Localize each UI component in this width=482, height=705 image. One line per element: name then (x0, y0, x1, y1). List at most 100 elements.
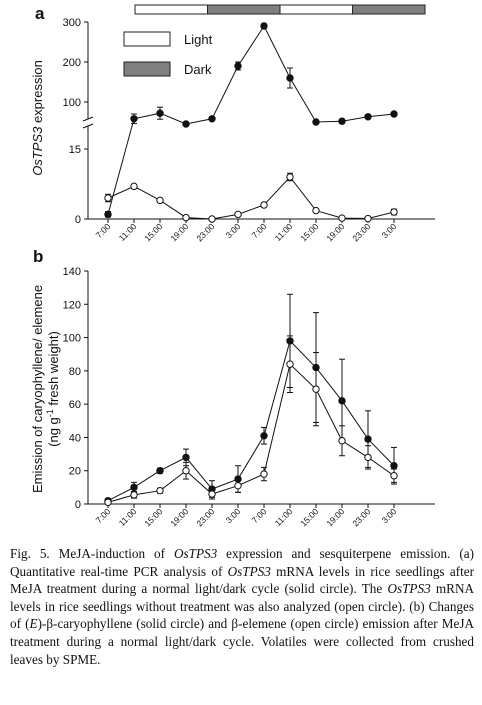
axis-break-mark (82, 123, 94, 129)
panel-a-data-point-filled (286, 74, 294, 82)
panel-b-data-point-open (130, 491, 138, 499)
panel-b-data-point-filled (364, 435, 372, 443)
y-tick-label: 20 (69, 466, 81, 478)
panel-a-data-point-filled (208, 115, 216, 123)
axis-break-mark (82, 116, 94, 122)
y-tick-label: 40 (69, 432, 81, 444)
panel-a-data-point-open (208, 215, 216, 223)
panel-b-data-point-open (156, 486, 164, 495)
y-tick-label: 0 (75, 499, 81, 511)
x-tick-label: 19:00 (324, 221, 346, 243)
panel-b-data-point-open (286, 360, 294, 368)
panel-b-data-point-open (104, 498, 112, 507)
panel-a-data-point-open (234, 210, 242, 219)
caption-gene-name: OsTPS3 (227, 563, 271, 579)
caption-text: Fig. 5. MeJA-induction of (10, 546, 174, 561)
x-tick-label: 7:00 (94, 221, 113, 240)
panel-a-data-point-open (390, 208, 398, 216)
light-dark-bar-dark (207, 4, 281, 15)
x-tick-label: 23:00 (350, 221, 372, 243)
y-tick-label: 0 (75, 214, 81, 226)
x-tick-label: 15:00 (298, 221, 320, 243)
panel-a-data-point-filled (130, 115, 138, 123)
y-tick-label: 140 (63, 266, 81, 278)
caption-gene-name: OsTPS3 (387, 581, 431, 597)
panel-b-data-point-filled (338, 397, 346, 405)
panel-a-data-point-open (182, 213, 190, 222)
x-tick-label: 7:00 (250, 506, 269, 525)
panel-b-data-point-open (234, 481, 242, 490)
panel-a-data-point-open (156, 196, 164, 205)
panel-b-data-point-filled (182, 453, 190, 462)
y-axis-label-gene: OsTPS3 (30, 126, 45, 176)
x-tick-label: 11:00 (117, 506, 139, 528)
panel-b-data-point-open (364, 453, 372, 462)
caption-text: mRNA levels in rice seedlings after MeJA… (10, 563, 474, 597)
panel-b-y-axis-label-line1: Emission of caryophyllene/ elemene (30, 285, 45, 493)
x-tick-label: 23:00 (194, 221, 216, 243)
y-tick-label: 15 (69, 144, 81, 156)
y-axis-label-text: fresh weight) (46, 331, 61, 409)
light-dark-bar-light (279, 4, 353, 15)
x-tick-label: 3:00 (380, 506, 399, 525)
panel-a-data-point-open (312, 206, 320, 215)
panel-a-data-point-filled (234, 62, 242, 70)
panel-b-data-point-open (312, 385, 320, 393)
panel-b-y-axis-label-line2: (ng g-1 fresh weight) (45, 331, 61, 447)
x-tick-label: 7:00 (250, 221, 269, 240)
y-axis-label-superscript: -1 (45, 409, 55, 417)
caption-text: mRNA levels in rice seedlings without tr… (10, 581, 474, 632)
x-tick-label: 15:00 (298, 506, 320, 528)
x-tick-label: 3:00 (380, 221, 399, 240)
x-tick-label: 23:00 (350, 506, 372, 528)
panel-b-series-line-open (107, 363, 395, 503)
x-tick-label: 23:00 (194, 506, 216, 528)
x-tick-label: 19:00 (324, 506, 346, 528)
caption-text: )-β-caryophyllene (solid circle) and β-e… (10, 616, 474, 667)
panel-b-series-line-filled (107, 339, 395, 502)
panel-a-data-point-filled (390, 110, 398, 118)
panel-a-data-point-filled (364, 113, 372, 121)
panel-b-data-point-open (208, 490, 216, 498)
figure-caption: Fig. 5. MeJA-induction of OsTPS3 express… (10, 545, 474, 668)
legend-swatch-dark (123, 61, 171, 77)
x-tick-label: 7:00 (94, 506, 113, 525)
y-tick-label: 100 (63, 97, 81, 109)
y-tick-label: 120 (63, 299, 81, 311)
legend-label-dark: Dark (184, 62, 212, 77)
x-tick-label: 3:00 (224, 221, 243, 240)
panel-a-data-point-filled (312, 118, 320, 126)
panel-a-data-point-filled (182, 120, 190, 128)
y-axis-label-text: expression (30, 60, 45, 126)
panel-a-data-point-filled (156, 109, 164, 117)
panel-a-label: a (35, 4, 45, 23)
x-tick-label: 3:00 (224, 506, 243, 525)
y-axis-label-text: (ng g (46, 417, 61, 447)
y-tick-label: 200 (63, 57, 81, 69)
panel-b-data-point-open (338, 437, 346, 445)
panel-b-data-point-open (182, 467, 190, 475)
x-tick-label: 19:00 (168, 506, 190, 528)
panel-b-data-point-open (260, 470, 268, 478)
x-tick-label: 15:00 (142, 221, 164, 243)
panel-a-data-point-open (364, 214, 372, 223)
panel-b-data-point-filled (260, 432, 268, 440)
panel-a-data-point-open (104, 194, 112, 202)
legend-label-light: Light (184, 32, 213, 47)
caption-isomer: E (29, 616, 38, 632)
panel-a-data-point-filled (104, 210, 112, 219)
panel-a-data-point-filled (338, 117, 346, 125)
panel-a-data-point-filled (260, 22, 268, 30)
light-dark-bar-dark (352, 4, 426, 15)
panel-a-series-line-filled (107, 24, 395, 215)
panel-b-data-point-open (390, 472, 398, 480)
caption-gene-name: OsTPS3 (173, 546, 218, 561)
panel-a-data-point-open (130, 182, 138, 191)
y-tick-label: 300 (63, 17, 81, 29)
x-tick-label: 11:00 (273, 221, 295, 243)
y-tick-label: 100 (63, 333, 81, 345)
x-tick-label: 11:00 (117, 221, 139, 243)
panel-b-data-point-filled (156, 467, 164, 475)
panel-b-data-point-filled (130, 483, 138, 492)
